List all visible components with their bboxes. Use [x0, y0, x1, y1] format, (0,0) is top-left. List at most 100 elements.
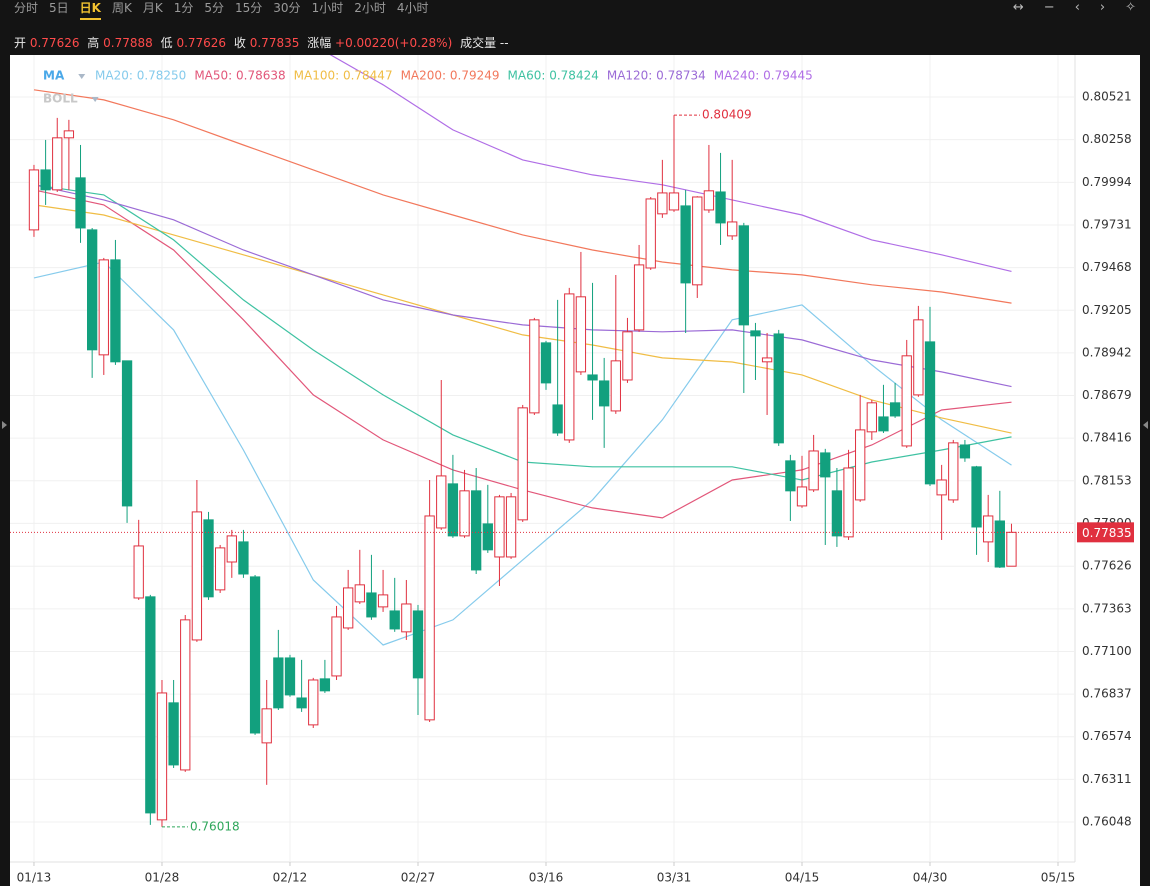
candle-body — [785, 460, 796, 492]
period-tab[interactable]: 30分 — [273, 1, 301, 15]
legend-entry: MA50: 0.78638 — [194, 69, 285, 83]
y-tick-label: 0.80258 — [1082, 132, 1132, 146]
candle-body — [447, 483, 459, 537]
candle-body — [715, 191, 726, 224]
candle-body — [878, 416, 889, 432]
candle-body — [494, 496, 505, 558]
y-tick-label: 0.78942 — [1082, 345, 1132, 359]
left-handle[interactable] — [2, 421, 7, 429]
period-tab[interactable]: 1分 — [173, 1, 194, 15]
candle-body — [308, 679, 319, 726]
candle-body — [831, 490, 843, 537]
toolbar-icons: ↔ − ‹ › ✧ — [1013, 0, 1136, 15]
y-tick-label: 0.78679 — [1082, 388, 1132, 402]
quote-label: 涨幅 — [307, 36, 332, 50]
candle-body — [622, 331, 633, 381]
candle-body — [110, 259, 121, 363]
x-tick-label: 02/27 — [401, 871, 436, 885]
y-tick-label: 0.80521 — [1082, 89, 1132, 103]
candle-body — [133, 545, 144, 599]
candle-body — [657, 192, 668, 215]
period-tab[interactable]: 周K — [111, 1, 132, 15]
legend-entry: MA60: 0.78424 — [508, 69, 599, 83]
prev-icon[interactable]: ‹ — [1074, 0, 1080, 15]
last-price-box — [1077, 522, 1134, 543]
period-tab[interactable]: 日K — [79, 0, 101, 20]
period-tab[interactable]: 分时 — [14, 1, 39, 15]
period-tabs: 分时 5日 日K 周K 月K 1分 5分 15分 30分 1小时 2小时 4小时 — [0, 0, 428, 20]
minus-icon[interactable]: − — [1043, 0, 1055, 15]
quote-value: 0.77888 — [103, 36, 153, 50]
y-tick-label: 0.76837 — [1082, 687, 1132, 701]
candle-body — [633, 264, 645, 331]
candle-body — [552, 404, 563, 434]
quote-value: +0.00220(+0.28%) — [335, 36, 453, 50]
period-tab[interactable]: 2小时 — [354, 1, 386, 15]
candle-body — [273, 657, 284, 709]
candle-body — [1006, 531, 1017, 567]
x-tick-label: 01/28 — [145, 871, 180, 885]
candle-body — [889, 402, 901, 417]
candle-body — [820, 452, 831, 478]
candle-body — [366, 592, 377, 618]
right-handle[interactable] — [1143, 421, 1148, 429]
candle-body — [215, 547, 226, 591]
candle-body — [540, 342, 552, 384]
candle-body — [482, 523, 493, 551]
candle-body — [191, 511, 203, 641]
candle-body — [599, 380, 610, 407]
period-tab[interactable]: 5日 — [49, 1, 69, 15]
candle-body — [692, 196, 703, 286]
settings-icon[interactable]: ✧ — [1125, 0, 1136, 15]
last-price-label: 0.77835 — [1082, 526, 1132, 540]
candle-body — [645, 198, 656, 269]
legend-entry: MA240: 0.79445 — [714, 69, 813, 83]
y-tick-label: 0.79205 — [1082, 303, 1132, 317]
candle-body — [564, 293, 575, 441]
period-tab[interactable]: 15分 — [235, 1, 263, 15]
next-icon[interactable]: › — [1099, 0, 1106, 15]
y-tick-label: 0.79994 — [1082, 175, 1132, 189]
quote-value: 0.77835 — [249, 36, 300, 50]
expand-icon[interactable]: ↔ — [1012, 0, 1024, 15]
period-tab[interactable]: 月K — [142, 1, 163, 15]
candle-body — [471, 490, 482, 571]
candle-body — [203, 519, 214, 598]
legend-entry: MA20: 0.78250 — [95, 69, 186, 83]
x-tick-label: 03/31 — [657, 871, 692, 885]
period-tab[interactable]: 1小时 — [311, 1, 344, 15]
candle-body — [668, 192, 680, 211]
x-tick-label: 04/30 — [913, 871, 948, 885]
period-tab[interactable]: 4小时 — [396, 1, 429, 15]
candle-body — [738, 225, 749, 326]
x-tick-label: 03/16 — [529, 871, 564, 885]
dropdown-arrow — [91, 97, 99, 102]
candle-body — [226, 535, 237, 563]
ma-line — [33, 204, 1012, 434]
candle-body — [412, 610, 424, 679]
y-tick-label: 0.77363 — [1082, 601, 1132, 615]
candle-body — [52, 137, 63, 191]
period-tab[interactable]: 5分 — [204, 1, 224, 15]
quote-label: 收 — [233, 36, 246, 50]
candle-body — [773, 333, 784, 444]
candle-body — [913, 319, 924, 396]
candle-body — [63, 130, 75, 139]
x-tick-label: 05/15 — [1041, 871, 1076, 885]
candle-body — [168, 702, 179, 766]
y-tick-label: 0.77100 — [1082, 644, 1132, 658]
candle-body — [575, 296, 587, 373]
quote-label: 高 — [87, 36, 100, 50]
candle-body — [948, 442, 959, 501]
x-tick-label: 04/15 — [785, 871, 820, 885]
candle-body — [761, 357, 773, 363]
candle-body — [424, 515, 435, 721]
y-tick-label: 0.76311 — [1082, 772, 1132, 786]
plot-area — [28, 55, 1017, 827]
candle-body — [354, 584, 365, 603]
candle-body — [319, 678, 331, 692]
y-tick-label: 0.76574 — [1082, 729, 1132, 743]
y-tick-label: 0.79468 — [1082, 260, 1132, 274]
